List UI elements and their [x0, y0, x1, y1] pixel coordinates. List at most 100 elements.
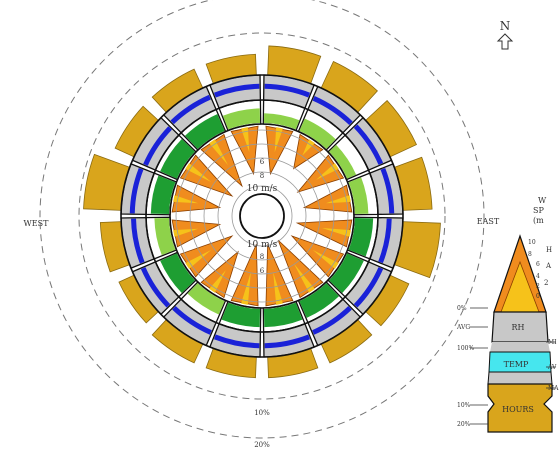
speed-ring [231, 185, 293, 247]
temperature-marker [170, 94, 211, 125]
speed-ring [189, 143, 335, 289]
temperature-marker [353, 124, 384, 165]
rh-fill [185, 114, 225, 149]
ring-20-percent [39, 0, 485, 439]
sector-bands [83, 45, 441, 379]
legend-title-line-3: (m [533, 216, 544, 225]
east-label: EAST [477, 217, 500, 226]
speed-ring [175, 129, 349, 303]
speed-spike-core [325, 195, 351, 204]
legend-speed-tick: 0 [536, 293, 540, 300]
temperature-marker [213, 83, 260, 98]
legend-speed-tick: 4 [536, 273, 540, 280]
speed-spike-core [185, 250, 212, 269]
chart-labels: 10 m/s 8 6 10 m/s 8 6 WEST EAST N 10% 20% [24, 19, 514, 449]
rh-fill [154, 217, 176, 256]
speed-spike-core [173, 195, 199, 204]
speed-label-bottom-8: 8 [260, 253, 264, 261]
outer-ring-label-10: 10% [254, 409, 270, 417]
speed-label-bottom-10: 10 m/s [247, 240, 278, 250]
west-label: WEST [24, 219, 50, 228]
rh-fill [299, 118, 336, 149]
speed-spike-core [322, 227, 351, 237]
temperature-marker [378, 218, 392, 264]
speed-spike-core [241, 127, 250, 153]
rh-fill [187, 283, 225, 315]
band-boundary [145, 99, 379, 333]
speed-ring [217, 171, 307, 261]
rh-fill [348, 217, 374, 257]
speed-spike-core [173, 228, 199, 237]
speed-spike-core [274, 127, 283, 153]
speed-label-top-8: 8 [260, 172, 264, 180]
rh-fill [160, 253, 195, 293]
ring-10-percent [78, 32, 446, 400]
speed-spike-core [312, 250, 339, 269]
legend-speed-mark: H [546, 246, 552, 254]
legend-left-label: 100% [457, 345, 474, 352]
rh-fill [299, 283, 339, 318]
legend-speed-tick: 6 [536, 261, 540, 268]
legend-speed-tick: 10 [528, 239, 536, 246]
north-label: N [500, 19, 511, 33]
temperature-marker [143, 126, 172, 166]
legend-hours-band [487, 383, 553, 433]
band-boundary [169, 123, 355, 309]
temperature-marker [172, 306, 212, 335]
speed-spike-core [273, 272, 283, 305]
speed-ring [203, 157, 321, 275]
outer-percentage-circles [39, 0, 485, 439]
temperature-marker [264, 334, 311, 349]
legend-speed-tick: 2 [536, 283, 540, 290]
legend: WSP(m1086420HA2RHTEMPHOURS0%AVG100%10%20… [456, 196, 559, 433]
temperature-marker [264, 83, 311, 98]
hub-circle [239, 193, 285, 239]
temperature-marker [213, 334, 260, 349]
speed-label-top-6: 6 [260, 158, 265, 166]
legend-speed-tick: 8 [528, 251, 532, 258]
legend-temp-label: TEMP [504, 360, 529, 369]
temperature-marker [353, 267, 384, 308]
rh-fill [329, 144, 357, 179]
north-arrow-icon [496, 33, 514, 50]
legend-temp-top [490, 342, 550, 352]
outer-ring-label-20: 20% [254, 441, 270, 449]
speed-label-bottom-6: 6 [260, 267, 265, 275]
rh-fill [348, 177, 369, 215]
legend-left-label: 20% [457, 421, 471, 428]
rh-fill [222, 108, 261, 130]
temperature-marker [129, 167, 144, 214]
speed-rings [175, 129, 349, 303]
rh-fill [263, 302, 303, 328]
temperature-marker [140, 267, 171, 308]
legend-left-label: AVG [456, 324, 470, 331]
speed-spike-core [209, 139, 228, 166]
legend-rh-label: RH [512, 323, 525, 332]
speed-spike-core [185, 163, 212, 182]
rh-fill [263, 113, 300, 130]
rh-fill [150, 175, 176, 215]
band-boundary [120, 74, 404, 358]
legend-speed-mark: A [545, 262, 552, 270]
speed-spike-core [293, 263, 315, 293]
legend-title-line-1: W [538, 196, 547, 205]
speed-spike-core [302, 139, 315, 156]
legend-temp-bottom [487, 371, 553, 385]
legend-right-label: AV [547, 364, 557, 371]
legend-right-label: MA [548, 385, 559, 392]
speed-label-top-10: 10 m/s [247, 184, 278, 194]
legend-left-label: 10% [457, 402, 471, 409]
temperature-marker [380, 167, 395, 214]
legend-speed-mark: 2 [544, 279, 548, 287]
speed-spike-core [241, 272, 251, 305]
temperature-marker [312, 306, 352, 335]
temperature-marker [312, 96, 353, 126]
temperature-marker [131, 218, 145, 264]
legend-left-label: 0% [457, 305, 467, 312]
legend-right-label: MI [548, 339, 557, 346]
legend-title-line-2: SP [533, 206, 544, 215]
rh-fill [160, 139, 195, 179]
rh-fill [221, 302, 261, 328]
legend-hours-label: HOURS [502, 405, 534, 414]
